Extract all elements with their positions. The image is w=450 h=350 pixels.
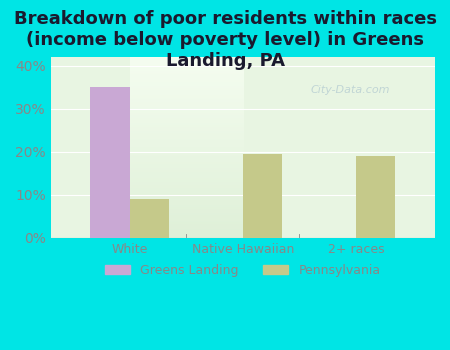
Bar <box>90 87 130 238</box>
Bar <box>356 156 396 238</box>
Bar <box>130 199 169 238</box>
Bar <box>243 154 282 238</box>
Legend: Greens Landing, Pennsylvania: Greens Landing, Pennsylvania <box>100 259 386 282</box>
Text: Breakdown of poor residents within races
(income below poverty level) in Greens
: Breakdown of poor residents within races… <box>14 10 436 70</box>
Text: City-Data.com: City-Data.com <box>310 85 390 95</box>
